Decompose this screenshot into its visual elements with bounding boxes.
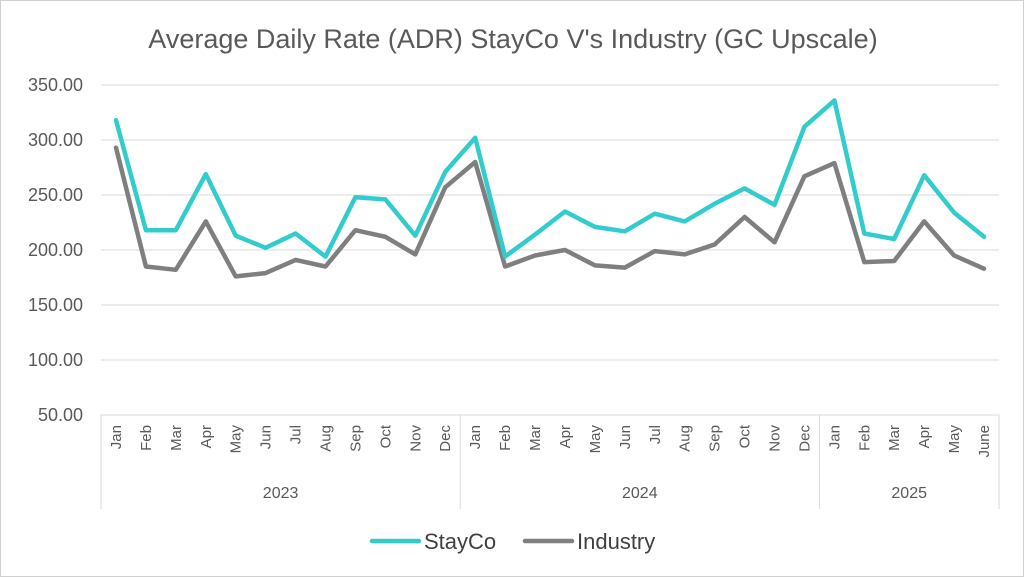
y-tick-label: 150.00: [28, 295, 83, 315]
x-tick-label: Oct: [737, 424, 754, 448]
x-tick-label: Mar: [168, 425, 185, 451]
x-tick-label: May: [587, 425, 604, 454]
x-tick-label: Jan: [108, 425, 125, 449]
x-tick-label: Feb: [856, 425, 873, 451]
legend: StayCo Industry: [369, 529, 655, 554]
x-tick-label: Apr: [557, 425, 574, 448]
x-tick-label: June: [976, 425, 993, 458]
gridlines: [101, 84, 999, 416]
chart-title: Average Daily Rate (ADR) StayCo V's Indu…: [148, 24, 877, 54]
y-tick-label: 300.00: [28, 130, 83, 150]
x-tick-label: Mar: [886, 425, 903, 451]
x-tick-label: Apr: [916, 425, 933, 448]
y-tick-label: 250.00: [28, 185, 83, 205]
y-tick-label: 50.00: [38, 405, 83, 425]
year-group-label: 2025: [891, 485, 927, 502]
x-tick-label: Feb: [497, 425, 514, 451]
x-tick-label: Jun: [617, 425, 634, 449]
x-tick-label: Mar: [527, 425, 544, 451]
x-tick-label: Dec: [796, 425, 813, 452]
x-tick-label: Dec: [437, 425, 454, 452]
x-tick-label: Nov: [767, 425, 784, 452]
x-tick-label: Jan: [826, 425, 843, 449]
y-tick-label: 100.00: [28, 350, 83, 370]
x-tick-label: Jul: [647, 425, 664, 444]
series-line-stayco: [113, 98, 987, 259]
x-tick-label: Jul: [288, 425, 305, 444]
x-tick-label: Nov: [407, 425, 424, 452]
x-tick-label: Aug: [677, 425, 694, 452]
y-tick-label: 350.00: [28, 75, 83, 95]
x-axis: 2023 2024 2025 Jan Feb Mar Apr May Jun Jul Aug Sep O…: [100, 414, 1000, 509]
x-tick-label: May: [946, 425, 963, 454]
legend-label: StayCo: [424, 529, 496, 554]
x-tick-label: Feb: [138, 425, 155, 451]
x-tick-label: Sep: [347, 425, 364, 452]
x-tick-label: Oct: [377, 424, 394, 448]
x-tick-label: Aug: [318, 425, 335, 452]
x-tick-label: Sep: [707, 425, 724, 452]
x-tick-label: Jan: [467, 425, 484, 449]
y-tick-label: 200.00: [28, 240, 83, 260]
year-group-label: 2024: [622, 485, 658, 502]
series-lines: [113, 98, 987, 279]
x-tick-label: May: [228, 425, 245, 454]
y-axis: 50.00 100.00 150.00 200.00 250.00 300.00 350.0…: [28, 75, 83, 425]
year-group-label: 2023: [263, 485, 299, 502]
series-line-industry: [113, 145, 987, 279]
legend-label: Industry: [577, 529, 655, 554]
x-tick-label: Apr: [198, 425, 215, 448]
x-tick-label: Jun: [258, 425, 275, 449]
